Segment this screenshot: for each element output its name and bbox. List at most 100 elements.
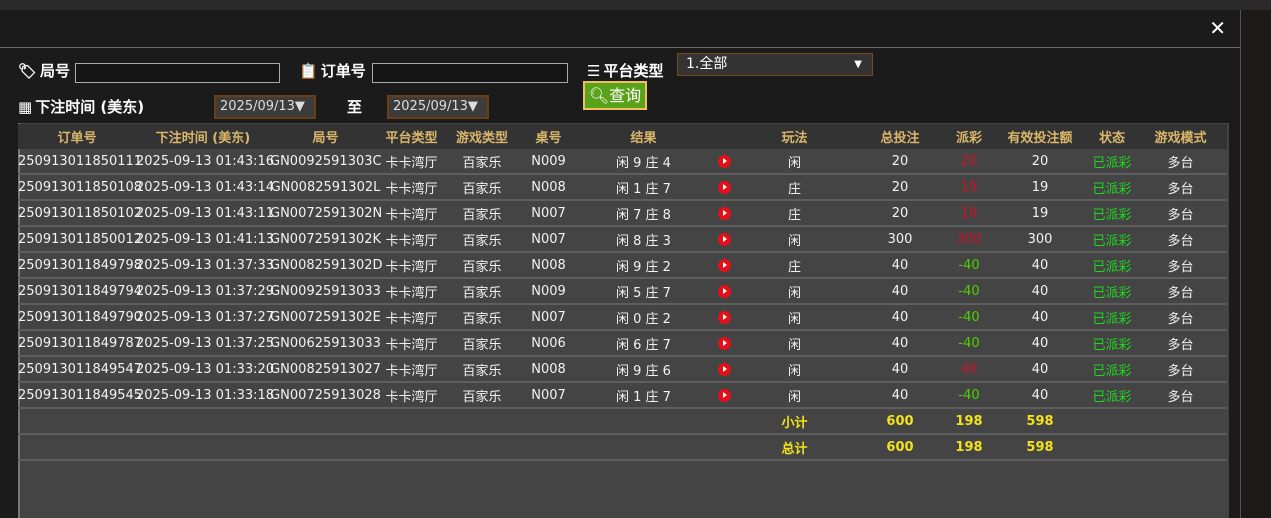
table-cell: 250913011849547 [18,356,142,383]
play-icon[interactable] [718,206,731,220]
table-cell: 40 [990,278,1090,305]
close-icon[interactable]: ✕ [1209,16,1226,40]
table-cell: N008 [522,174,575,201]
table-cell [270,408,381,435]
play-icon[interactable] [718,362,731,376]
table-cell: 闲 [737,304,852,331]
table-cell: 已派彩 [1090,252,1134,279]
table-cell: 闲 [737,149,852,175]
table-cell: 百家乐 [442,200,522,227]
order-input[interactable] [372,63,568,83]
play-icon[interactable] [718,336,731,350]
table-cell: 百家乐 [442,252,522,279]
table-row: 250913011849545 2025-09-13 01:33:18 GN0072… [18,382,1227,409]
table-cell: N006 [522,330,575,357]
table-cell: 40 [852,382,948,409]
replay-cell [712,200,737,227]
table-cell: GN00625913033 [270,330,381,357]
table-cell: 2025-09-13 01:37:27 [136,304,274,331]
table-cell: 已派彩 [1090,356,1134,383]
play-icon[interactable] [718,258,731,272]
table-cell: -40 [948,278,990,305]
table-cell: -40 [948,382,990,409]
table-cell: 已派彩 [1090,330,1134,357]
table-cell: 闲 1 庄 7 [575,174,712,201]
column-header: 局号 [270,124,381,149]
table-cell: 40 [852,356,948,383]
table-cell [18,434,136,461]
table-cell: GN0072591302K [270,226,381,253]
table-cell: 20 [948,149,990,175]
table-cell: 598 [990,434,1090,461]
time-label: ▦ 下注时间 (美东) [18,97,145,117]
table-cell: N008 [522,356,575,383]
table-row: 250913011849798 2025-09-13 01:37:33 GN0082… [18,252,1227,279]
table-cell: 已派彩 [1090,304,1134,331]
table-cell: 2025-09-13 01:37:29 [136,278,274,305]
tag-icon: 🏷 [18,61,38,80]
play-icon[interactable] [718,180,731,194]
table-cell: 40 [990,304,1090,331]
modal-header: ✕ [0,10,1240,48]
replay-cell [712,174,737,201]
table-cell: 多台 [1134,174,1227,201]
background-game [0,0,1271,10]
play-icon[interactable] [718,232,731,246]
column-header: 桌号 [522,124,575,149]
platform-select[interactable]: 1.全部 ▼ [677,53,873,76]
replay-cell [712,304,737,331]
table-cell: 卡卡湾厅 [381,356,442,383]
play-icon[interactable] [718,154,731,168]
table-cell: 闲 1 庄 7 [575,382,712,409]
table-cell: 闲 8 庄 3 [575,226,712,253]
calendar-icon: ▦ [18,97,33,116]
play-icon[interactable] [718,284,731,298]
table-cell: 已派彩 [1090,200,1134,227]
table-cell: 多台 [1134,226,1227,253]
table-cell: N009 [522,278,575,305]
table-cell: N007 [522,382,575,409]
table-cell: 300 [948,226,990,253]
table-cell: 小计 [737,408,852,435]
table-cell: -40 [948,252,990,279]
table-cell: 多台 [1134,252,1227,279]
clipboard-icon: 📋 [299,61,318,80]
column-header: 派彩 [948,124,990,149]
table-cell: 20 [852,200,948,227]
table-cell: N008 [522,252,575,279]
table-cell: 庄 [737,200,852,227]
table-cell: 百家乐 [442,330,522,357]
table-cell: 闲 9 庄 2 [575,252,712,279]
subtotal-row: 小计 600 198 598 [18,408,1227,435]
table-cell: 已派彩 [1090,149,1134,175]
table-cell: 20 [990,149,1090,175]
background-side [1240,10,1271,518]
table-cell [575,408,712,435]
table-cell: -40 [948,330,990,357]
play-icon[interactable] [718,388,731,402]
table-cell [442,408,522,435]
search-icon: 🔍︎ [588,86,610,105]
column-header: 有效投注额 [990,124,1090,149]
table-cell: 多台 [1134,382,1227,409]
date-from-select[interactable]: 2025/09/13▼ [214,95,316,119]
table-cell: 19 [990,200,1090,227]
table-cell: GN00825913027 [270,356,381,383]
table-cell: 总计 [737,434,852,461]
table-cell: 19 [990,174,1090,201]
play-icon[interactable] [718,310,731,324]
table-cell: 598 [990,408,1090,435]
table-cell: 300 [852,226,948,253]
table-cell: -40 [948,304,990,331]
table-cell [712,408,737,435]
date-to-select[interactable]: 2025/09/13▼ [387,95,489,119]
query-button[interactable]: 🔍︎查询 [583,81,647,110]
table-cell: N007 [522,226,575,253]
table-cell: N009 [522,149,575,175]
table-cell: 198 [948,434,990,461]
table-cell: GN0082591302L [270,174,381,201]
table-row: 250913011850102 2025-09-13 01:43:11 GN0072… [18,200,1227,227]
replay-cell [712,356,737,383]
round-input[interactable] [75,63,280,83]
column-header: 结果 [575,124,712,149]
